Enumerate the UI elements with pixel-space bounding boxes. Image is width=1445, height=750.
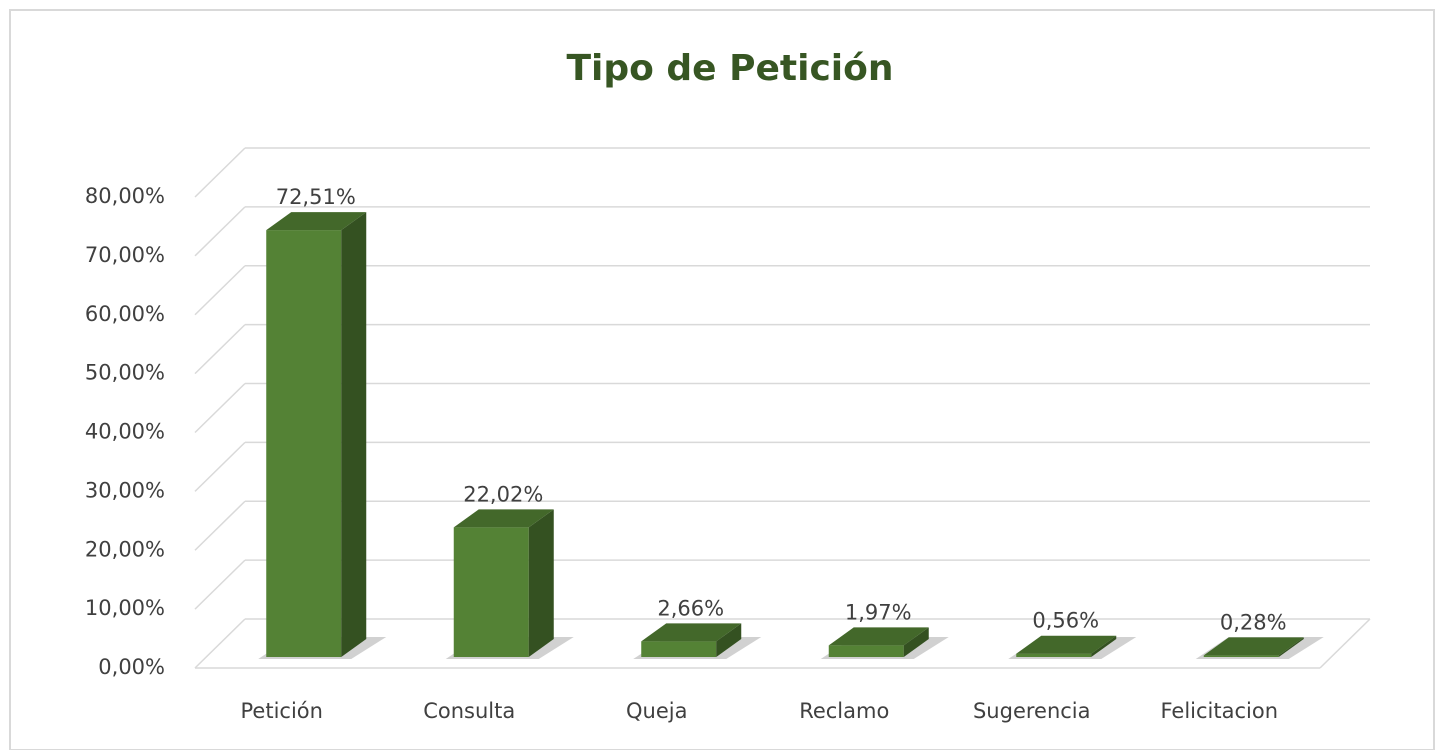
y-tick-label: 10,00%: [85, 596, 165, 620]
bar: [453, 527, 529, 657]
x-tick-label: Petición: [241, 699, 323, 723]
floor-edge: [1319, 618, 1371, 669]
bar-top: [266, 212, 367, 231]
y-tick-label: 40,00%: [85, 420, 165, 444]
y-tick-label: 0,00%: [98, 655, 165, 679]
grid-line: [194, 500, 246, 551]
bar: [828, 645, 904, 657]
x-tick-label: Queja: [626, 699, 687, 723]
grid-line: [194, 265, 246, 316]
data-label: 1,97%: [845, 600, 912, 624]
bar-top: [828, 627, 929, 646]
y-tick-label: 30,00%: [85, 478, 165, 502]
y-tick-label: 50,00%: [85, 361, 165, 385]
bar-top: [1016, 635, 1117, 654]
x-tick-label: Sugerencia: [973, 699, 1091, 723]
bar-side: [341, 212, 367, 657]
bar-side: [1278, 637, 1304, 657]
grid-line: [194, 382, 246, 434]
grid-line: [194, 206, 246, 257]
data-label: 0,28%: [1220, 610, 1287, 634]
grid-line: [194, 324, 246, 375]
bar: [641, 641, 717, 657]
x-tick-label: Consulta: [423, 699, 515, 723]
bar-top: [641, 623, 742, 642]
y-tick-label: 80,00%: [85, 184, 165, 208]
data-label: 0,56%: [1032, 609, 1099, 633]
y-tick-label: 60,00%: [85, 302, 165, 326]
y-tick-label: 70,00%: [85, 243, 165, 267]
chart-title: Tipo de Petición: [566, 48, 893, 89]
bar-top: [1203, 637, 1304, 656]
grid-line: [194, 147, 246, 198]
grid-line: [194, 618, 246, 669]
data-label: 2,66%: [657, 596, 724, 620]
bar: [1016, 653, 1092, 657]
y-tick-label: 20,00%: [85, 537, 165, 561]
grid-line: [194, 559, 246, 610]
grid-line: [194, 441, 246, 492]
bar: [266, 230, 342, 657]
bar: [1203, 655, 1279, 657]
x-tick-label: Reclamo: [799, 699, 889, 723]
bar-side: [903, 627, 929, 657]
bar-side: [528, 509, 554, 657]
x-tick-label: Felicitacion: [1160, 699, 1278, 723]
data-label: 72,51%: [276, 185, 356, 209]
bar-side: [716, 623, 742, 657]
bar-top: [453, 509, 554, 528]
bar-side: [1091, 635, 1117, 657]
data-label: 22,02%: [463, 482, 543, 506]
